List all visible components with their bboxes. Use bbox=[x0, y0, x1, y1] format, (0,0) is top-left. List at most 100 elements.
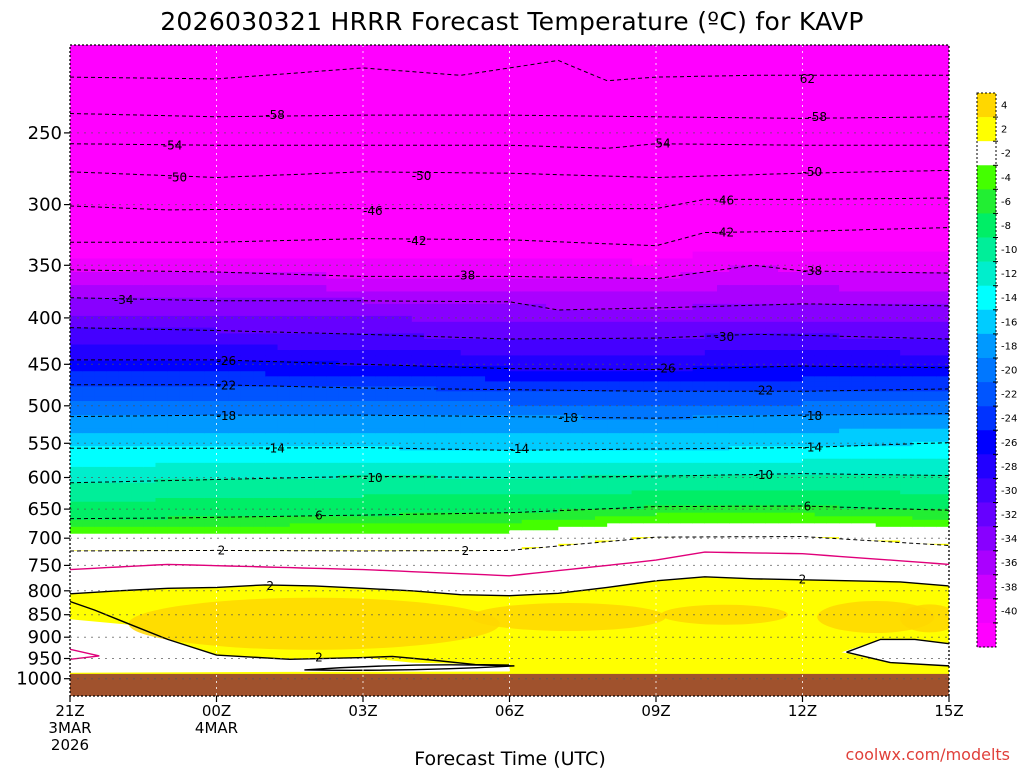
temperature-cell bbox=[118, 391, 132, 397]
temperature-cell bbox=[546, 486, 559, 492]
temperature-cell bbox=[228, 486, 242, 492]
temperature-cell bbox=[900, 446, 913, 451]
temperature-cell bbox=[131, 265, 144, 273]
temperature-cell bbox=[253, 327, 266, 334]
temperature-cell bbox=[350, 437, 364, 443]
temperature-cell bbox=[741, 251, 755, 260]
temperature-cell bbox=[692, 516, 706, 521]
temperature-cell bbox=[558, 303, 572, 311]
temperature-cell bbox=[851, 494, 865, 499]
temperature-cell bbox=[350, 509, 364, 514]
temperature-cell bbox=[228, 446, 242, 451]
temperature-cell bbox=[436, 547, 450, 552]
temperature-cell bbox=[497, 470, 511, 476]
temperature-cell bbox=[70, 360, 83, 367]
temperature-cell bbox=[326, 428, 340, 434]
temperature-cell bbox=[448, 478, 462, 484]
temperature-cell bbox=[253, 540, 266, 545]
temperature-cell bbox=[594, 458, 608, 464]
temperature-cell bbox=[656, 470, 669, 476]
temperature-cell bbox=[253, 303, 266, 311]
temperature-cell bbox=[411, 441, 425, 447]
temperature-cell bbox=[765, 321, 779, 329]
temperature-cell bbox=[900, 381, 913, 387]
temperature-cell bbox=[741, 355, 755, 362]
temperature-cell bbox=[802, 291, 816, 299]
temperature-cell bbox=[82, 327, 96, 334]
temperature-cell bbox=[436, 327, 450, 334]
temperature-cell bbox=[521, 278, 535, 286]
temperature-cell bbox=[485, 419, 498, 425]
temperature-cell bbox=[912, 446, 926, 451]
temperature-cell bbox=[448, 405, 462, 412]
temperature-cell bbox=[70, 355, 83, 362]
temperature-cell bbox=[70, 344, 83, 351]
temperature-cell bbox=[753, 338, 767, 346]
temperature-cell bbox=[582, 424, 596, 430]
temperature-cell bbox=[778, 291, 791, 299]
temperature-cell bbox=[118, 498, 132, 503]
temperature-cell bbox=[131, 405, 144, 412]
temperature-cell bbox=[301, 278, 315, 286]
temperature-cell bbox=[424, 498, 437, 503]
temperature-cell bbox=[900, 338, 913, 346]
site-credit[interactable]: coolwx.com/modelts bbox=[846, 745, 1010, 764]
temperature-cell bbox=[82, 291, 96, 299]
temperature-cell bbox=[338, 321, 352, 329]
temperature-cell bbox=[582, 490, 596, 495]
x-tick-label: 21Z 3MAR 2026 bbox=[48, 702, 91, 754]
temperature-cell bbox=[82, 381, 96, 387]
temperature-cell bbox=[509, 291, 523, 299]
temperature-cell bbox=[350, 530, 364, 535]
temperature-cell bbox=[839, 516, 852, 521]
temperature-cell bbox=[900, 333, 913, 340]
temperature-cell bbox=[399, 537, 413, 542]
temperature-cell bbox=[497, 265, 511, 273]
temperature-cell bbox=[277, 486, 291, 492]
temperature-cell bbox=[558, 454, 572, 460]
temperature-cell bbox=[240, 265, 254, 273]
temperature-cell bbox=[265, 396, 279, 402]
temperature-cell bbox=[887, 297, 901, 305]
temperature-cell bbox=[765, 309, 779, 317]
temperature-cell bbox=[717, 381, 730, 387]
temperature-cell bbox=[594, 265, 608, 273]
temperature-cell bbox=[704, 258, 718, 266]
temperature-cell bbox=[460, 501, 474, 507]
temperature-cell bbox=[546, 278, 559, 286]
temperature-cell bbox=[924, 405, 938, 412]
temperature-cell bbox=[363, 401, 376, 407]
temperature-cell bbox=[753, 366, 767, 372]
temperature-cell bbox=[424, 309, 437, 317]
temperature-cell bbox=[533, 478, 547, 484]
temperature-cell bbox=[680, 297, 694, 305]
temperature-cell bbox=[839, 462, 852, 468]
temperature-cell bbox=[277, 501, 291, 507]
temperature-cell bbox=[594, 419, 608, 425]
temperature-cell bbox=[680, 454, 694, 460]
temperature-cell bbox=[790, 446, 804, 451]
temperature-cell bbox=[131, 462, 144, 468]
temperature-cell bbox=[460, 540, 474, 545]
temperature-cell bbox=[717, 251, 730, 260]
temperature-cell bbox=[216, 437, 230, 443]
temperature-cell bbox=[277, 547, 291, 552]
temperature-cell bbox=[607, 519, 620, 524]
temperature-cell bbox=[851, 458, 865, 464]
temperature-cell bbox=[106, 333, 120, 340]
temperature-cell bbox=[253, 321, 266, 329]
temperature-cell bbox=[924, 537, 938, 542]
temperature-cell bbox=[301, 386, 315, 392]
temperature-cell bbox=[118, 410, 132, 416]
temperature-cell bbox=[277, 428, 291, 434]
temperature-cell bbox=[741, 415, 755, 421]
temperature-cell bbox=[656, 344, 669, 351]
temperature-cell bbox=[94, 530, 108, 535]
temperature-cell bbox=[863, 482, 877, 488]
temperature-cell bbox=[668, 433, 682, 439]
temperature-cell bbox=[509, 315, 523, 323]
temperature-cell bbox=[668, 519, 682, 524]
temperature-cell bbox=[424, 401, 437, 407]
temperature-cell bbox=[472, 321, 486, 329]
temperature-cell bbox=[717, 494, 730, 499]
